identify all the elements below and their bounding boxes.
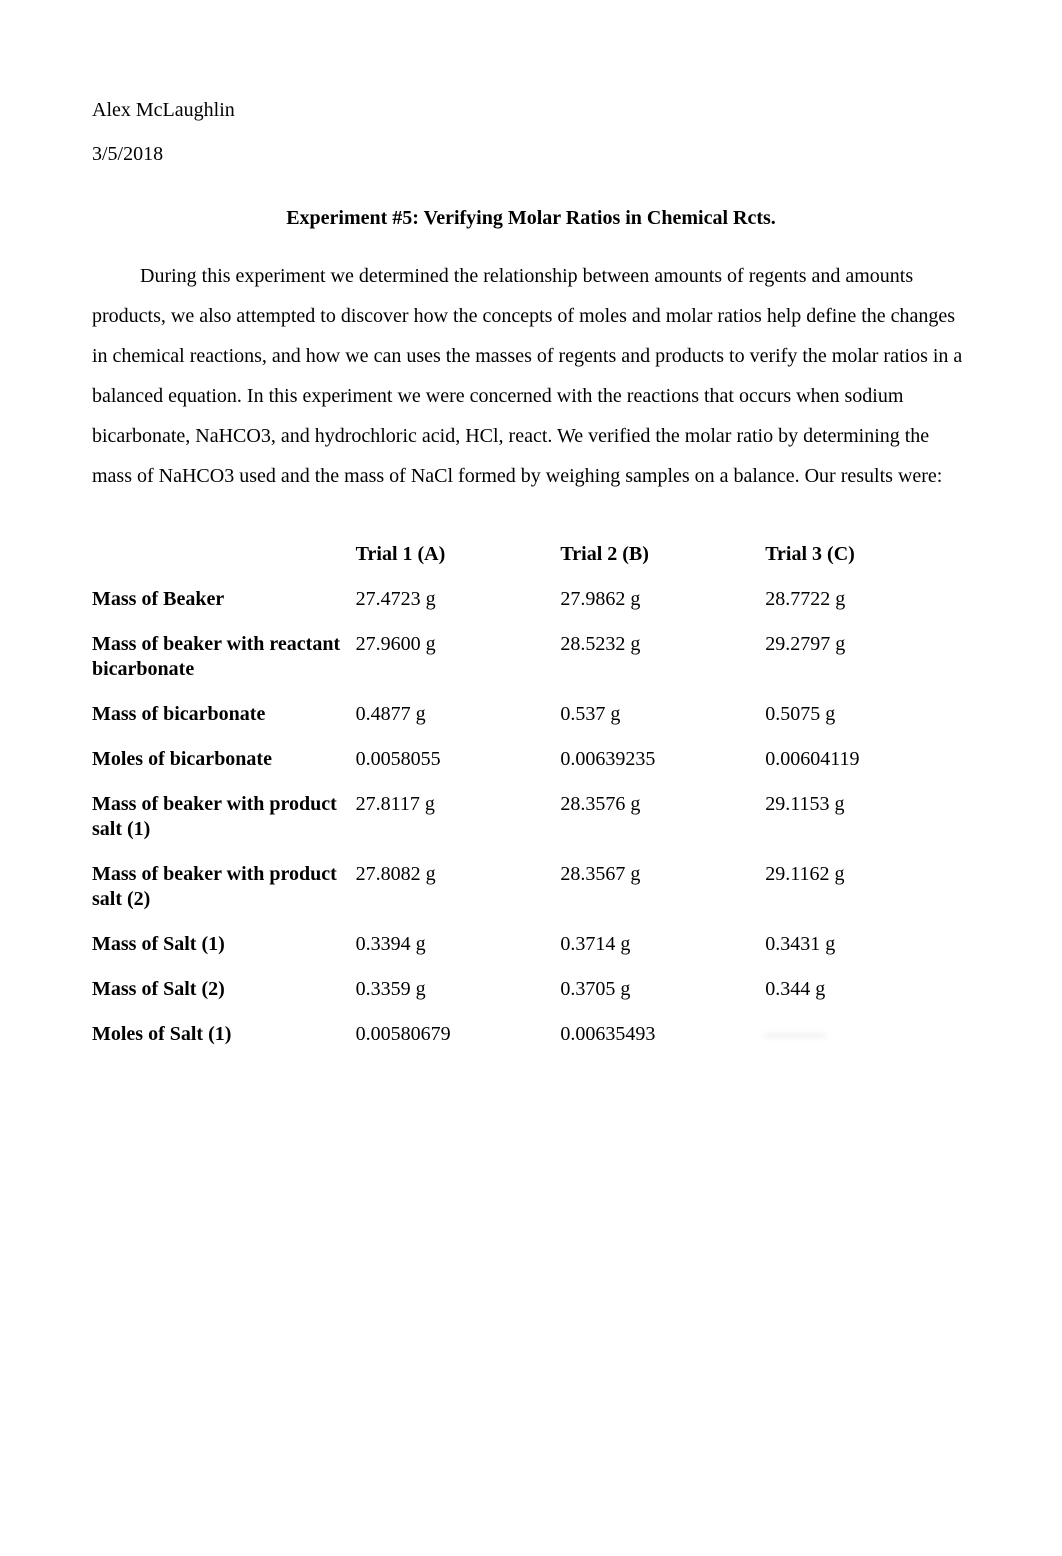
cell-value: 0.3431 g xyxy=(765,922,970,967)
cell-value-blurred: ——— xyxy=(765,1012,970,1057)
cell-value: 0.4877 g xyxy=(356,692,561,737)
cell-value: 29.1153 g xyxy=(765,782,970,852)
table-header-blank xyxy=(92,532,356,577)
cell-value: 27.9862 g xyxy=(560,577,765,622)
row-label: Moles of bicarbonate xyxy=(92,737,356,782)
cell-value: 28.3567 g xyxy=(560,852,765,922)
table-row: Moles of bicarbonate 0.0058055 0.0063923… xyxy=(92,737,970,782)
cell-value: 0.00580679 xyxy=(356,1012,561,1057)
cell-value: 28.7722 g xyxy=(765,577,970,622)
row-label: Mass of beaker with product salt (1) xyxy=(92,782,356,852)
document-date: 3/5/2018 xyxy=(92,134,970,174)
table-row: Mass of beaker with product salt (2) 27.… xyxy=(92,852,970,922)
table-header-trial-c: Trial 3 (C) xyxy=(765,532,970,577)
table-header-trial-a: Trial 1 (A) xyxy=(356,532,561,577)
cell-value: 29.2797 g xyxy=(765,622,970,692)
row-label: Moles of Salt (1) xyxy=(92,1012,356,1057)
cell-value: 27.8082 g xyxy=(356,852,561,922)
table-row: Mass of Beaker 27.4723 g 27.9862 g 28.77… xyxy=(92,577,970,622)
cell-value: 0.537 g xyxy=(560,692,765,737)
cell-value: 0.3394 g xyxy=(356,922,561,967)
row-label: Mass of bicarbonate xyxy=(92,692,356,737)
cell-value: 28.5232 g xyxy=(560,622,765,692)
row-label: Mass of beaker with reactant bicarbonate xyxy=(92,622,356,692)
cell-value: 0.00604119 xyxy=(765,737,970,782)
table-row: Mass of bicarbonate 0.4877 g 0.537 g 0.5… xyxy=(92,692,970,737)
table-row: Mass of beaker with reactant bicarbonate… xyxy=(92,622,970,692)
results-table: Trial 1 (A) Trial 2 (B) Trial 3 (C) Mass… xyxy=(92,532,970,1057)
author-name: Alex McLaughlin xyxy=(92,90,970,130)
table-header-row: Trial 1 (A) Trial 2 (B) Trial 3 (C) xyxy=(92,532,970,577)
cell-value: 0.0058055 xyxy=(356,737,561,782)
row-label: Mass of Salt (2) xyxy=(92,967,356,1012)
blurred-placeholder: ——— xyxy=(765,1023,825,1045)
row-label: Mass of Salt (1) xyxy=(92,922,356,967)
cell-value: 0.00635493 xyxy=(560,1012,765,1057)
cell-value: 29.1162 g xyxy=(765,852,970,922)
cell-value: 0.344 g xyxy=(765,967,970,1012)
table-row: Moles of Salt (1) 0.00580679 0.00635493 … xyxy=(92,1012,970,1057)
document-title: Experiment #5: Verifying Molar Ratios in… xyxy=(92,198,970,238)
table-row: Mass of Salt (2) 0.3359 g 0.3705 g 0.344… xyxy=(92,967,970,1012)
cell-value: 0.3705 g xyxy=(560,967,765,1012)
cell-value: 27.9600 g xyxy=(356,622,561,692)
row-label: Mass of Beaker xyxy=(92,577,356,622)
cell-value: 28.3576 g xyxy=(560,782,765,852)
table-row: Mass of Salt (1) 0.3394 g 0.3714 g 0.343… xyxy=(92,922,970,967)
cell-value: 27.8117 g xyxy=(356,782,561,852)
cell-value: 0.00639235 xyxy=(560,737,765,782)
row-label: Mass of beaker with product salt (2) xyxy=(92,852,356,922)
body-paragraph: During this experiment we determined the… xyxy=(92,256,970,496)
table-row: Mass of beaker with product salt (1) 27.… xyxy=(92,782,970,852)
cell-value: 27.4723 g xyxy=(356,577,561,622)
cell-value: 0.3714 g xyxy=(560,922,765,967)
cell-value: 0.5075 g xyxy=(765,692,970,737)
table-header-trial-b: Trial 2 (B) xyxy=(560,532,765,577)
cell-value: 0.3359 g xyxy=(356,967,561,1012)
